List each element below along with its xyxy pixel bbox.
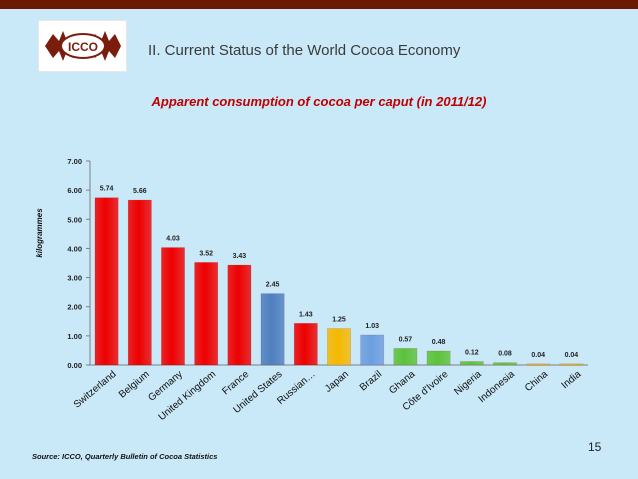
source-note: Source: ICCO, Quarterly Bulletin of Coco… <box>32 452 218 461</box>
icco-logo: ICCO <box>39 21 126 71</box>
data-label: 3.43 <box>233 253 247 260</box>
y-tick-label: 5.00 <box>67 215 82 224</box>
bar <box>94 197 119 366</box>
data-label: 0.12 <box>465 350 479 357</box>
y-tick-label: 4.00 <box>67 244 82 253</box>
y-tick-label: 7.00 <box>67 157 82 166</box>
bar <box>526 363 551 366</box>
category-label: Switzerland <box>72 369 119 411</box>
category-label: Indonesia <box>477 369 518 406</box>
y-tick-label: 2.00 <box>67 303 82 312</box>
bar <box>393 348 418 366</box>
y-tick-label: 0.00 <box>67 361 82 370</box>
icco-logo-graphic: ICCO <box>41 23 124 69</box>
chart-title: Apparent consumption of cocoa per caput … <box>151 94 487 109</box>
bar <box>559 363 584 366</box>
bar <box>227 264 252 366</box>
y-axis-label: kilogrammes <box>35 208 44 258</box>
y-tick-label: 1.00 <box>67 332 82 341</box>
bar <box>260 293 285 366</box>
data-label: 1.03 <box>365 323 379 330</box>
page-number: 15 <box>588 440 602 454</box>
y-tick-label: 3.00 <box>67 274 82 283</box>
data-label: 4.03 <box>166 236 180 243</box>
y-tick-label: 6.00 <box>67 186 82 195</box>
header-title: II. Current Status of the World Cocoa Ec… <box>148 42 461 59</box>
data-label: 2.45 <box>266 282 280 289</box>
data-label: 3.52 <box>199 250 213 257</box>
data-label: 0.57 <box>399 336 413 343</box>
bar <box>426 350 451 366</box>
logo-text: ICCO <box>68 40 98 54</box>
data-label: 0.48 <box>432 339 446 346</box>
data-label: 0.04 <box>531 352 545 359</box>
bar <box>194 262 219 366</box>
bar <box>493 362 517 366</box>
bar <box>459 361 484 366</box>
bar <box>293 323 318 366</box>
bar <box>127 199 152 366</box>
data-label: 1.25 <box>332 317 346 324</box>
category-label: Ghana <box>387 369 417 397</box>
data-label: 0.08 <box>498 351 512 358</box>
category-label: United Kingdom <box>157 369 219 423</box>
category-label: China <box>523 369 550 395</box>
bar <box>360 334 385 366</box>
data-label: 5.66 <box>133 188 147 195</box>
bar <box>161 247 185 366</box>
bar <box>327 328 351 366</box>
category-label: France <box>220 369 251 398</box>
category-label: India <box>560 369 584 392</box>
data-label: 5.74 <box>100 186 114 193</box>
category-label: Brazil <box>358 369 384 394</box>
data-label: 1.43 <box>299 311 313 318</box>
data-label: 0.04 <box>565 352 579 359</box>
top-bar <box>0 0 638 9</box>
category-label: Japan <box>323 369 351 395</box>
